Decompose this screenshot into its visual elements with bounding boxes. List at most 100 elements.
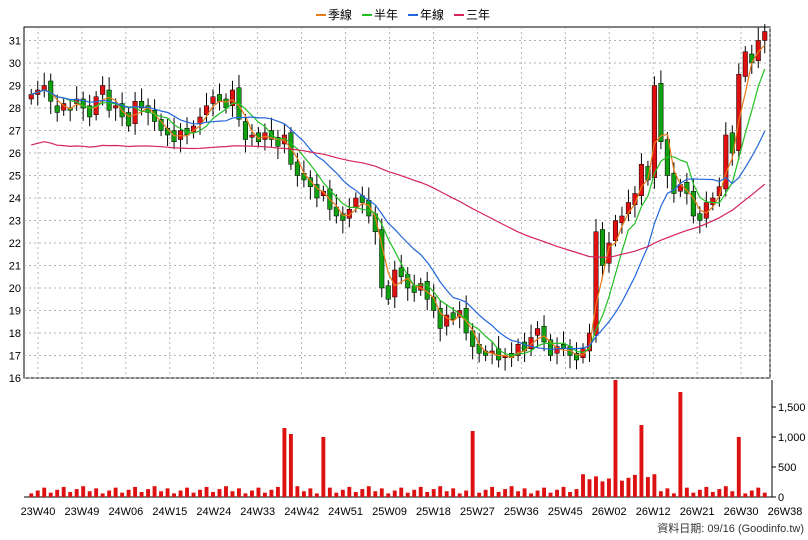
- candle-up: [554, 346, 560, 354]
- volume-bar: [730, 491, 735, 497]
- volume-bar: [756, 487, 761, 497]
- volume-bar: [282, 428, 287, 497]
- volume-bar: [652, 474, 657, 497]
- volume-bar: [146, 489, 151, 497]
- price-tick-label: 17: [9, 351, 21, 363]
- volume-bar: [301, 491, 306, 497]
- volume-bar: [477, 492, 482, 497]
- volume-bar: [68, 491, 73, 497]
- volume-bar: [198, 489, 202, 497]
- volume-bar: [555, 489, 559, 497]
- x-tick-label: 25W18: [416, 506, 451, 518]
- price-tick-label: 29: [9, 81, 21, 93]
- volume-bar: [211, 491, 215, 497]
- candle-up: [638, 164, 644, 196]
- volume-bar: [418, 486, 423, 497]
- candle-up: [178, 130, 184, 140]
- volume-bar: [535, 490, 540, 497]
- volume-bar: [451, 488, 456, 497]
- candle-down: [223, 98, 229, 109]
- volume-bar: [152, 486, 157, 497]
- candle-up: [619, 215, 625, 223]
- volume-bar: [288, 434, 293, 497]
- volume-bar: [496, 491, 501, 497]
- x-tick-label: 23W40: [21, 506, 56, 518]
- volume-bar: [165, 488, 170, 497]
- x-axis: 23W40 23W49 24W06 24W15 24W24 24W33 24W42 24W51…: [21, 506, 803, 518]
- volume-bar: [159, 491, 164, 497]
- volume-bar: [81, 486, 86, 497]
- candle-down: [126, 112, 132, 127]
- candle-down: [548, 339, 554, 356]
- volume-bar: [542, 487, 546, 497]
- volume-bar: [366, 486, 371, 497]
- candle-down: [340, 213, 346, 221]
- volume-bar: [113, 487, 118, 497]
- candle-down: [294, 161, 300, 176]
- candle-up: [249, 134, 255, 138]
- candle-up: [100, 85, 106, 95]
- legend-item: 年線: [408, 7, 444, 22]
- candle-up: [606, 242, 612, 264]
- candle-up: [742, 51, 748, 77]
- candle-down: [385, 285, 391, 300]
- candle-down: [450, 312, 456, 320]
- x-tick-label: 26W12: [636, 506, 671, 518]
- price-tick-label: 21: [9, 261, 21, 273]
- candle-up: [755, 40, 761, 61]
- volume-bar: [723, 486, 728, 497]
- volume-bar: [379, 488, 384, 497]
- candle-up: [703, 202, 709, 219]
- price-tick-label: 31: [9, 36, 21, 48]
- volume-bar: [412, 489, 417, 497]
- volume-bar: [55, 489, 60, 497]
- volume-bar: [321, 437, 326, 497]
- volume-bar: [243, 493, 248, 497]
- footer-date-source: 資料日期: 09/16 (Goodinfo.tw): [657, 521, 804, 535]
- candle-up: [723, 134, 729, 190]
- price-tick-label: 19: [9, 306, 21, 318]
- volume-bar: [431, 489, 436, 497]
- candle-up: [28, 94, 34, 100]
- ma-line: [30, 89, 766, 350]
- candle-up: [132, 101, 138, 124]
- volume-bar: [139, 491, 144, 497]
- candle-up: [229, 89, 235, 106]
- volume-bar: [360, 489, 365, 497]
- volume-bar: [717, 489, 722, 497]
- candle-down: [255, 132, 261, 142]
- volume-bar: [204, 486, 209, 497]
- volume-bar: [548, 492, 553, 497]
- x-tick-label: 24W42: [284, 506, 319, 518]
- volume-bar: [438, 486, 443, 497]
- volume-bar: [425, 491, 430, 497]
- volume-bar: [509, 486, 514, 497]
- volume-bar: [522, 488, 527, 497]
- price-tick-label: 24: [9, 193, 21, 205]
- candle-down: [573, 353, 580, 361]
- volume-bar: [457, 493, 462, 497]
- candle-down: [106, 89, 112, 111]
- x-tick-label: 26W38: [768, 506, 803, 518]
- volume-bar: [710, 491, 715, 497]
- candle-down: [599, 229, 605, 266]
- candle-down: [307, 177, 313, 187]
- volume-bar: [574, 489, 579, 497]
- candle-up: [535, 328, 541, 336]
- volume-bar: [607, 478, 611, 497]
- candle-down: [333, 206, 339, 217]
- volume-bar: [743, 493, 748, 497]
- x-tick-label: 24W51: [328, 506, 363, 518]
- x-tick-label: 23W49: [65, 506, 100, 518]
- ma-line: [30, 44, 766, 359]
- volume-bar: [353, 491, 358, 497]
- x-tick-label: 26W21: [680, 506, 715, 518]
- volume-bar: [684, 487, 689, 497]
- volume-bar: [736, 437, 741, 497]
- volume-bar: [470, 431, 475, 497]
- candle-down: [541, 326, 547, 343]
- candle-up: [612, 220, 618, 241]
- price-tick-label: 27: [9, 126, 21, 138]
- volume-bar: [74, 489, 79, 497]
- price-tick-label: 23: [9, 216, 21, 228]
